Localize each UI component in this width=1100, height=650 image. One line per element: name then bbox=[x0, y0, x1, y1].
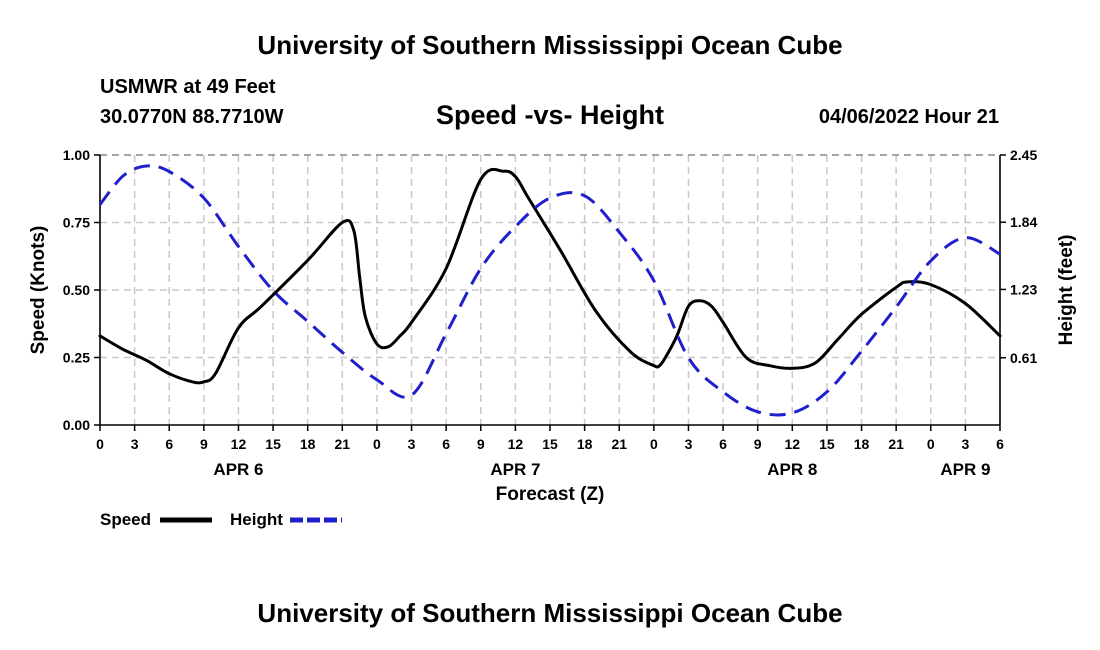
x-tick-label: 6 bbox=[719, 436, 727, 452]
x-tick-label: 12 bbox=[785, 436, 801, 452]
x-tick-label: 0 bbox=[927, 436, 935, 452]
forecast-datetime: 04/06/2022 Hour 21 bbox=[818, 106, 999, 128]
page-title: University of Southern Mississippi Ocean… bbox=[257, 30, 843, 60]
x-tick-label: 21 bbox=[888, 436, 904, 452]
series-line-height bbox=[98, 164, 1001, 417]
legend-label-speed: Speed bbox=[100, 510, 151, 529]
date-label: APR 6 bbox=[213, 460, 263, 479]
x-tick-label: 0 bbox=[96, 436, 104, 452]
station-label: USMWR at 49 Feet bbox=[100, 76, 276, 98]
x-tick-label: 9 bbox=[754, 436, 762, 452]
x-tick-label: 15 bbox=[542, 436, 558, 452]
y-tick-label: 1.00 bbox=[63, 147, 90, 163]
x-tick-label: 0 bbox=[373, 436, 381, 452]
x-tick-label: 9 bbox=[477, 436, 485, 452]
y-tick-label: 0.25 bbox=[63, 350, 90, 366]
series-line-speed bbox=[98, 167, 1002, 385]
y2-axis-title: Height (feet) bbox=[1056, 235, 1077, 346]
y2-tick-label: 0.61 bbox=[1010, 350, 1037, 366]
x-tick-label: 12 bbox=[231, 436, 247, 452]
x-tick-label: 3 bbox=[131, 436, 139, 452]
y-tick-label: 0.00 bbox=[63, 417, 90, 433]
y-axis-title: Speed (Knots) bbox=[28, 226, 49, 355]
x-tick-label: 21 bbox=[335, 436, 351, 452]
x-tick-label: 0 bbox=[650, 436, 658, 452]
footer-title: University of Southern Mississippi Ocean… bbox=[257, 598, 843, 628]
date-label: APR 9 bbox=[940, 460, 990, 479]
date-label: APR 7 bbox=[490, 460, 540, 479]
x-axis-title: Forecast (Z) bbox=[496, 484, 605, 505]
y2-tick-label: 1.84 bbox=[1010, 214, 1037, 230]
legend-label-height: Height bbox=[230, 510, 283, 529]
chart-title: Speed -vs- Height bbox=[435, 100, 665, 130]
x-tick-label: 18 bbox=[854, 436, 870, 452]
x-tick-label: 9 bbox=[200, 436, 208, 452]
y-tick-label: 0.75 bbox=[63, 215, 90, 231]
x-tick-label: 3 bbox=[961, 436, 969, 452]
x-tick-label: 3 bbox=[408, 436, 416, 452]
x-tick-label: 6 bbox=[996, 436, 1004, 452]
x-tick-label: 18 bbox=[577, 436, 593, 452]
y2-tick-label: 1.23 bbox=[1010, 281, 1037, 297]
x-tick-label: 6 bbox=[165, 436, 173, 452]
x-tick-label: 3 bbox=[685, 436, 693, 452]
x-tick-label: 18 bbox=[300, 436, 316, 452]
x-tick-label: 15 bbox=[265, 436, 281, 452]
x-tick-label: 6 bbox=[442, 436, 450, 452]
x-tick-label: 21 bbox=[611, 436, 627, 452]
x-tick-label: 12 bbox=[508, 436, 524, 452]
date-label: APR 8 bbox=[767, 460, 817, 479]
y2-tick-label: 2.45 bbox=[1010, 147, 1037, 163]
y-tick-label: 0.50 bbox=[63, 282, 90, 298]
station-coordinates: 30.0770N 88.7710W bbox=[100, 106, 284, 128]
x-tick-label: 15 bbox=[819, 436, 835, 452]
